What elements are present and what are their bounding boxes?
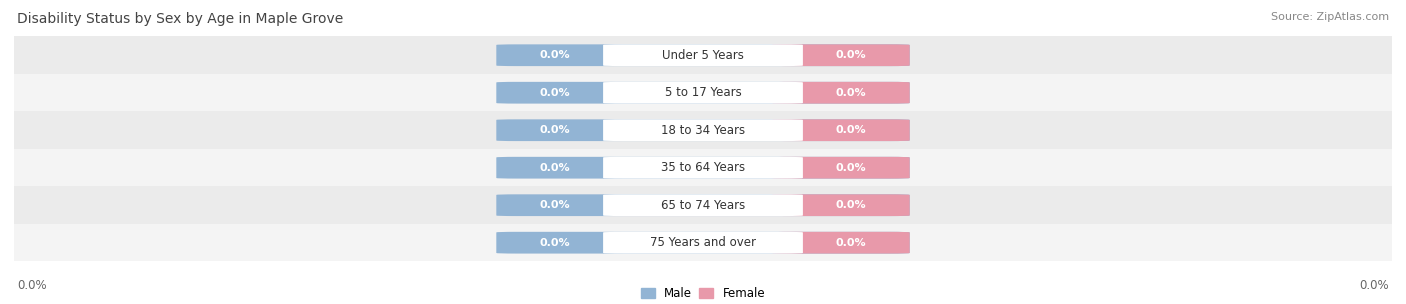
Text: Source: ZipAtlas.com: Source: ZipAtlas.com [1271, 12, 1389, 22]
Text: 0.0%: 0.0% [835, 88, 866, 98]
Text: 0.0%: 0.0% [835, 163, 866, 173]
Text: 0.0%: 0.0% [835, 200, 866, 210]
Bar [14, 36, 1392, 74]
Text: Disability Status by Sex by Age in Maple Grove: Disability Status by Sex by Age in Maple… [17, 12, 343, 26]
FancyBboxPatch shape [496, 119, 910, 141]
Text: 18 to 34 Years: 18 to 34 Years [661, 124, 745, 137]
Text: 0.0%: 0.0% [540, 125, 571, 135]
Text: 0.0%: 0.0% [540, 50, 571, 60]
FancyBboxPatch shape [496, 194, 910, 216]
Text: 0.0%: 0.0% [835, 238, 866, 248]
Text: 0.0%: 0.0% [540, 88, 571, 98]
Text: Under 5 Years: Under 5 Years [662, 49, 744, 62]
Text: 0.0%: 0.0% [835, 125, 866, 135]
FancyBboxPatch shape [772, 119, 910, 141]
Legend: Male, Female: Male, Female [636, 283, 770, 304]
Bar [14, 149, 1392, 186]
FancyBboxPatch shape [603, 119, 803, 141]
FancyBboxPatch shape [772, 82, 910, 104]
Text: 35 to 64 Years: 35 to 64 Years [661, 161, 745, 174]
FancyBboxPatch shape [496, 82, 910, 104]
Text: 5 to 17 Years: 5 to 17 Years [665, 86, 741, 99]
FancyBboxPatch shape [496, 157, 910, 178]
Text: 0.0%: 0.0% [540, 200, 571, 210]
Text: 75 Years and over: 75 Years and over [650, 236, 756, 249]
Bar [14, 186, 1392, 224]
FancyBboxPatch shape [603, 82, 803, 104]
FancyBboxPatch shape [772, 232, 910, 254]
FancyBboxPatch shape [772, 157, 910, 178]
FancyBboxPatch shape [772, 194, 910, 216]
FancyBboxPatch shape [603, 44, 803, 66]
Text: 0.0%: 0.0% [540, 163, 571, 173]
FancyBboxPatch shape [603, 232, 803, 254]
Bar [14, 224, 1392, 261]
FancyBboxPatch shape [772, 44, 910, 66]
Bar [14, 74, 1392, 112]
Text: 0.0%: 0.0% [17, 279, 46, 292]
Text: 65 to 74 Years: 65 to 74 Years [661, 199, 745, 212]
Text: 0.0%: 0.0% [835, 50, 866, 60]
Bar [14, 112, 1392, 149]
Text: 0.0%: 0.0% [1360, 279, 1389, 292]
FancyBboxPatch shape [603, 194, 803, 216]
FancyBboxPatch shape [496, 44, 910, 66]
Text: 0.0%: 0.0% [540, 238, 571, 248]
FancyBboxPatch shape [603, 157, 803, 178]
FancyBboxPatch shape [496, 232, 910, 254]
